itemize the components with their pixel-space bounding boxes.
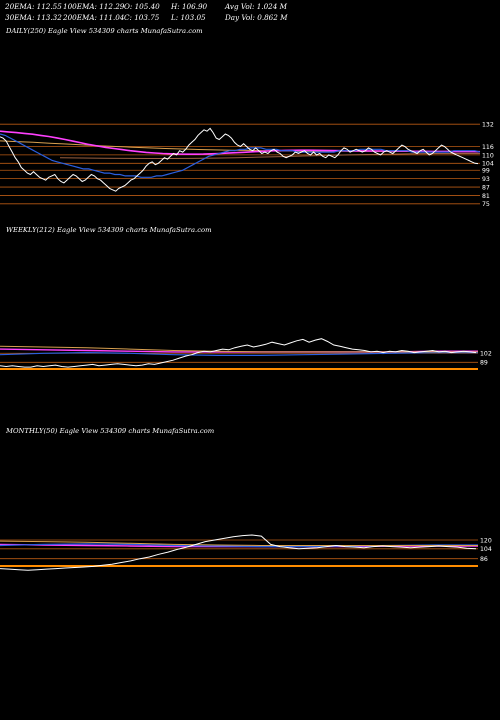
- weekly-level-label-1: 89: [480, 360, 488, 367]
- close-value: C: 103.75: [124, 12, 160, 22]
- high-value: H: 106.90: [171, 2, 208, 11]
- daily-level-label-3: 104: [482, 161, 494, 168]
- daily-panel-label: DAILY(250) Eagle View 534309 charts Muna…: [6, 27, 203, 35]
- daily-level-label-2: 110: [482, 152, 494, 159]
- daily-ema-200-line: [59, 153, 480, 159]
- monthly-level-label-1: 104: [480, 546, 492, 553]
- daily-level-label-5: 93: [482, 176, 490, 183]
- daily-level-label-6: 87: [482, 184, 490, 191]
- weekly-ema-short-line: [0, 351, 478, 356]
- monthly-panel-label: MONTHLY(50) Eagle View 534309 charts Mun…: [6, 427, 215, 435]
- ema20-value: 20EMA: 112.55: [5, 2, 62, 11]
- ema200-value: 200EMA: 111.04: [63, 12, 125, 22]
- ema30-value: 30EMA: 113.32: [5, 12, 62, 22]
- daily-price-line: [0, 127, 479, 192]
- monthly-ema-long-line: [0, 540, 478, 546]
- weekly-price-line: [0, 338, 477, 368]
- low-value: L: 103.05: [171, 12, 206, 22]
- daily-level-label-8: 75: [482, 201, 490, 208]
- daily-level-label-7: 81: [482, 193, 490, 200]
- weekly-ema-long-line: [0, 345, 478, 353]
- monthly-level-label-2: 86: [480, 556, 488, 563]
- daily-level-label-0: 132: [482, 122, 494, 129]
- monthly-level-label-0: 120: [480, 537, 492, 544]
- ema100-value: 100EMA: 112.29: [63, 2, 125, 11]
- stats-row-1: 20EMA: 112.55100EMA: 112.29O: 105.40 H: 1…: [5, 2, 287, 13]
- stats-row-2: 30EMA: 113.32200EMA: 111.04C: 103.75 L: 1…: [5, 13, 287, 24]
- avg-volume-value: Avg Vol: 1.024 M: [225, 2, 287, 11]
- daily-level-label-1: 116: [482, 144, 494, 151]
- daily-level-label-4: 99: [482, 168, 490, 175]
- daily-ema-short-line: [0, 133, 481, 178]
- day-volume-value: Day Vol: 0.862 M: [225, 12, 288, 22]
- open-value: O: 105.40: [124, 2, 160, 11]
- weekly-level-label-0: 102: [480, 351, 492, 358]
- monthly-price-line: [0, 534, 477, 571]
- stats-header: 20EMA: 112.55100EMA: 112.29O: 105.40 H: 1…: [5, 2, 287, 23]
- weekly-panel-label: WEEKLY(212) Eagle View 534309 charts Mun…: [6, 226, 212, 234]
